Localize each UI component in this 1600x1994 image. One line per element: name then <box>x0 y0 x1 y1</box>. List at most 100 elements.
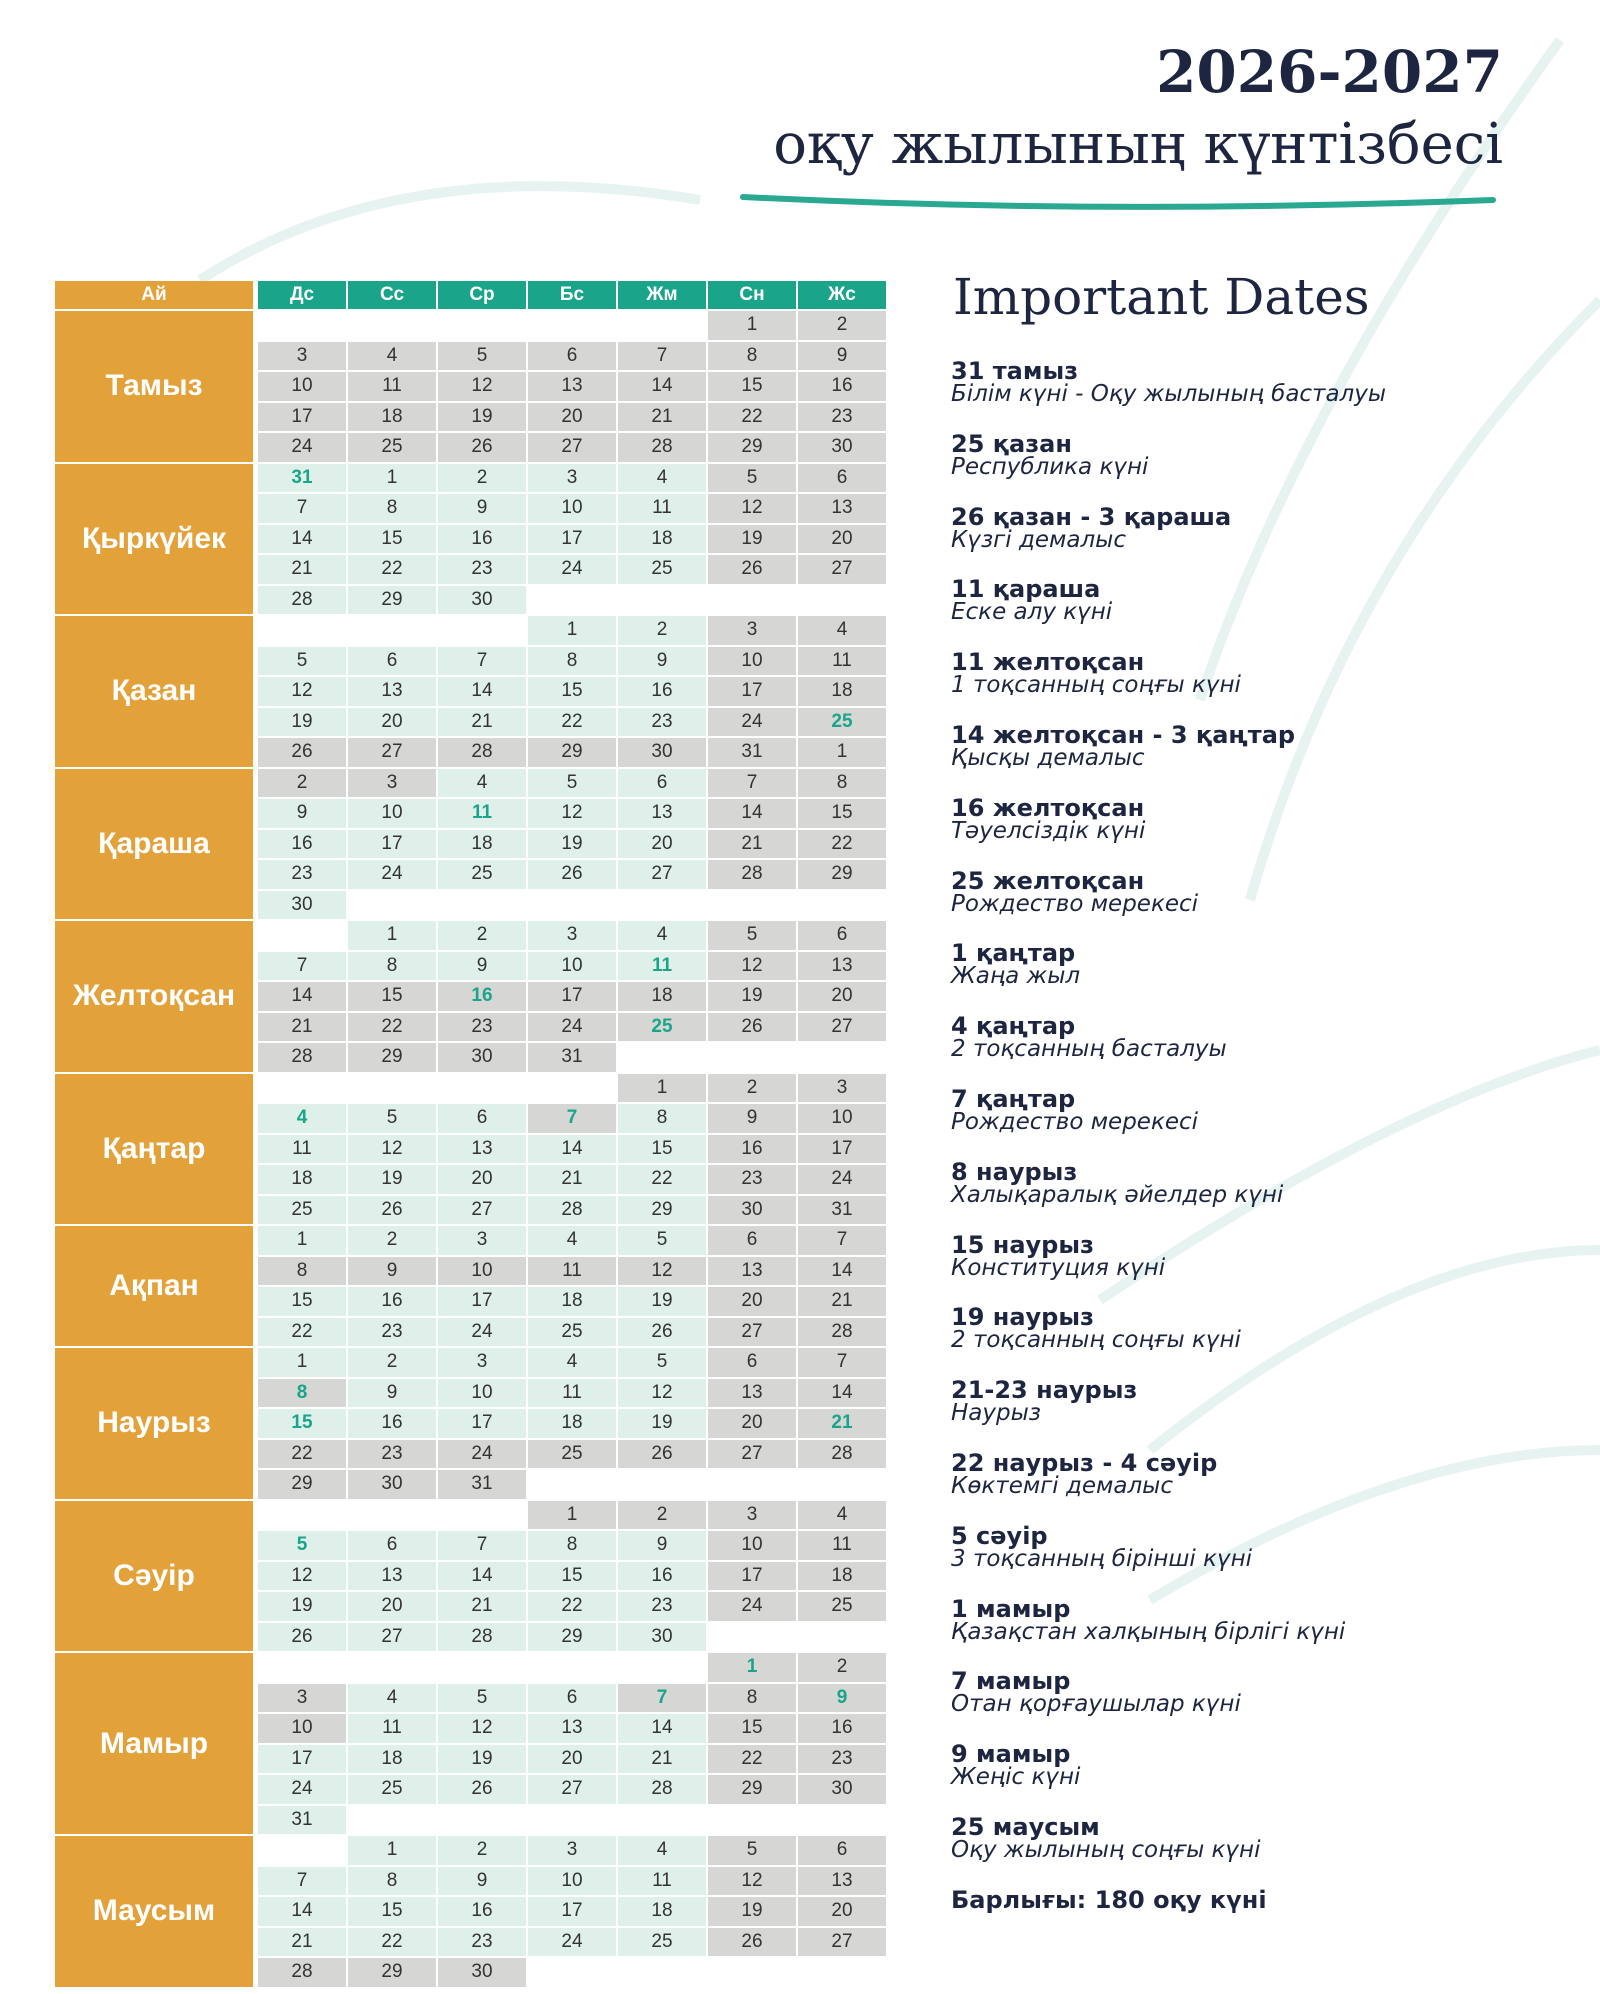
day-cell: 29 <box>618 1195 706 1224</box>
empty-cell <box>798 1470 886 1499</box>
day-cell: 14 <box>708 799 796 828</box>
day-cell: 8 <box>348 494 436 523</box>
day-cell: 21 <box>258 1012 346 1041</box>
day-cell: 20 <box>348 707 436 736</box>
day-cell: 7 <box>618 1683 706 1712</box>
day-cell: 25 <box>258 1195 346 1224</box>
day-cell: 30 <box>438 1043 526 1072</box>
empty-cell <box>798 585 886 614</box>
month-name: Маусым <box>55 1836 253 1987</box>
day-cell: 21 <box>258 1927 346 1956</box>
day-cell: 10 <box>528 1866 616 1895</box>
day-cell: 2 <box>348 1348 436 1377</box>
weekday-header: Жс <box>798 281 886 309</box>
day-cell: 30 <box>618 738 706 767</box>
day-cell: 20 <box>798 982 886 1011</box>
day-cell: 12 <box>708 494 796 523</box>
event-date: 9 мамыр <box>951 1740 1071 1769</box>
event-description: Күзгі демалыс <box>951 526 1126 553</box>
day-cell: 4 <box>618 1836 706 1865</box>
day-cell: 30 <box>618 1622 706 1651</box>
day-cell: 7 <box>798 1226 886 1255</box>
day-cell: 24 <box>708 707 796 736</box>
event-description: 1 тоқсанның соңғы күні <box>951 672 1241 699</box>
day-cell: 13 <box>798 951 886 980</box>
event-date: 25 қазан <box>951 429 1072 458</box>
day-cell: 11 <box>798 646 886 675</box>
empty-cell <box>438 1073 526 1102</box>
day-cell: 7 <box>798 1348 886 1377</box>
day-cell: 22 <box>708 402 796 431</box>
day-cell: 26 <box>708 1012 796 1041</box>
day-cell: 10 <box>438 1256 526 1285</box>
day-cell: 27 <box>438 1195 526 1224</box>
day-cell: 7 <box>438 646 526 675</box>
day-cell: 24 <box>708 1592 796 1621</box>
day-cell: 13 <box>528 372 616 401</box>
day-cell: 30 <box>348 1470 436 1499</box>
day-cell: 6 <box>438 1104 526 1133</box>
day-cell: 19 <box>708 1897 796 1926</box>
day-cell: 30 <box>438 585 526 614</box>
event-date: 1 қаңтар <box>951 939 1076 968</box>
day-cell: 11 <box>258 1134 346 1163</box>
day-cell: 28 <box>708 860 796 889</box>
day-cell: 16 <box>438 982 526 1011</box>
event-description: Жаңа жыл <box>951 963 1081 990</box>
event-date: 15 наурыз <box>951 1230 1095 1259</box>
day-cell: 21 <box>618 402 706 431</box>
day-cell: 20 <box>348 1592 436 1621</box>
empty-cell <box>348 1805 436 1834</box>
empty-cell <box>258 311 346 340</box>
event-date: 14 желтоқсан - 3 қаңтар <box>951 721 1296 749</box>
day-cell: 17 <box>528 982 616 1011</box>
event-date: 31 тамыз <box>951 357 1079 385</box>
day-cell: 14 <box>258 524 346 553</box>
weekday-header: Сн <box>708 281 796 309</box>
event-description: Жеңіс күні <box>951 1764 1081 1791</box>
empty-cell <box>528 585 616 614</box>
day-cell: 23 <box>438 1927 526 1956</box>
day-cell: 4 <box>348 341 436 370</box>
day-cell: 20 <box>798 1897 886 1926</box>
month-name: Қаңтар <box>55 1073 253 1224</box>
event-description: Рождество мерекесі <box>951 1109 1199 1135</box>
day-cell: 29 <box>348 1958 436 1987</box>
event-date: 7 мамыр <box>951 1667 1071 1696</box>
day-cell: 15 <box>708 1714 796 1743</box>
day-cell: 24 <box>528 555 616 584</box>
day-cell: 17 <box>258 1744 346 1773</box>
day-cell: 28 <box>618 1775 706 1804</box>
day-cell: 26 <box>258 738 346 767</box>
day-cell: 2 <box>438 921 526 950</box>
day-cell: 13 <box>528 1714 616 1743</box>
day-cell: 6 <box>528 1683 616 1712</box>
empty-cell <box>618 1653 706 1682</box>
event-description: Республика күні <box>951 453 1149 480</box>
empty-cell <box>348 1653 436 1682</box>
day-cell: 27 <box>798 1012 886 1041</box>
empty-cell <box>348 616 436 645</box>
day-cell: 18 <box>528 1409 616 1438</box>
event-description: Еске алу күні <box>951 599 1113 626</box>
empty-cell <box>708 1958 796 1987</box>
event-date: 5 сәуір <box>951 1521 1048 1550</box>
empty-cell <box>348 1500 436 1529</box>
day-cell: 16 <box>438 1897 526 1926</box>
day-cell: 9 <box>708 1104 796 1133</box>
day-cell: 27 <box>528 433 616 462</box>
day-cell: 21 <box>438 707 526 736</box>
empty-cell <box>528 1653 616 1682</box>
day-cell: 23 <box>348 1439 436 1468</box>
day-cell: 9 <box>258 799 346 828</box>
day-cell: 9 <box>438 494 526 523</box>
empty-cell <box>528 311 616 340</box>
day-cell: 23 <box>708 1165 796 1194</box>
day-cell: 16 <box>798 1714 886 1743</box>
day-cell: 18 <box>348 1744 436 1773</box>
day-cell: 16 <box>708 1134 796 1163</box>
day-cell: 27 <box>348 1622 436 1651</box>
month-name: Мамыр <box>55 1653 253 1834</box>
day-cell: 9 <box>348 1378 436 1407</box>
day-cell: 22 <box>708 1744 796 1773</box>
